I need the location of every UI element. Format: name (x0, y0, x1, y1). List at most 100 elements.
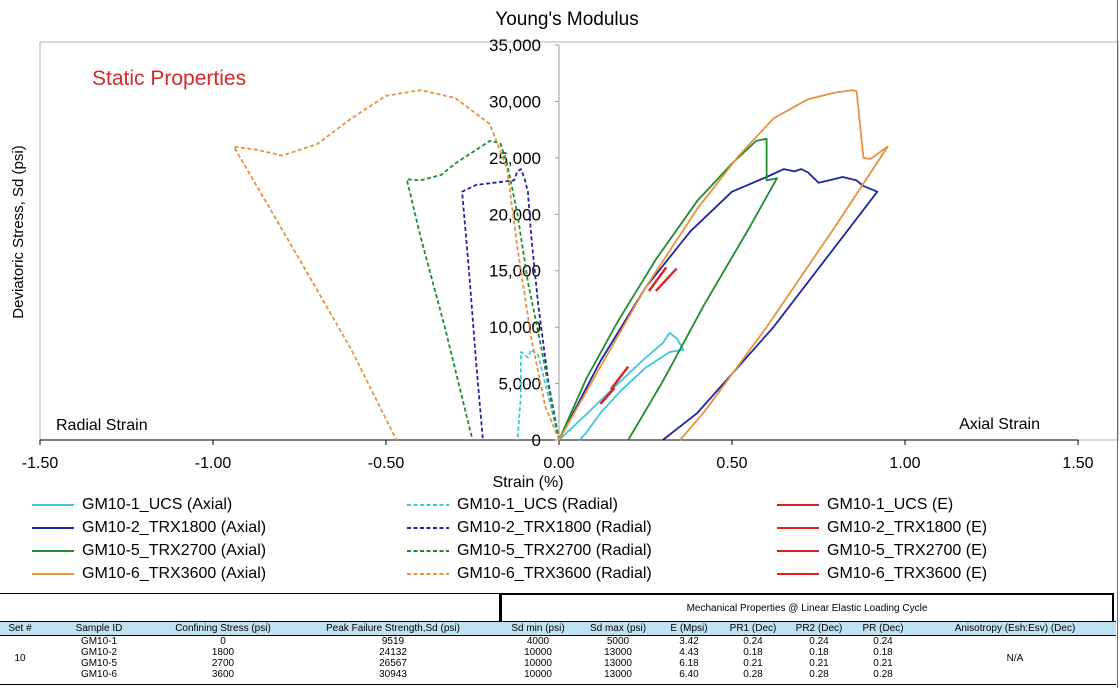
series-layer (232, 89, 889, 441)
series-line-4 (461, 168, 560, 441)
table-cell: 10000 (524, 658, 552, 669)
table-row: GM10-5 2700 26567 10000 13000 6.18 0.21 0.21 0.2… (0, 658, 1116, 669)
x-tick-label: 1.00 (889, 455, 920, 472)
legend-item: GM10-2_TRX1800 (Axial) (30, 517, 266, 539)
series-line-10 (232, 89, 560, 441)
table-cell: 0.18 (809, 647, 829, 658)
y-tick-label: 30,000 (489, 92, 541, 111)
table-cell: 0.21 (809, 658, 829, 669)
column-header: Set # (0, 621, 40, 636)
table-header-row: Set # Sample ID Confining Stress (psi) Peak… (0, 621, 1116, 636)
table-bottom-rule (0, 684, 1116, 685)
legend-label: GM10-5_TRX2700 (Axial) (82, 542, 267, 559)
table-cell: 0.18 (743, 647, 763, 658)
table-cell: 0.24 (873, 636, 893, 647)
column-header: PR1 (Dec) (720, 621, 786, 636)
table-cell: 26567 (379, 658, 407, 669)
column-header: Peak Failure Strength,Sd (psi) (288, 621, 498, 636)
legend-label: GM10-6_TRX3600 (Radial) (457, 565, 652, 582)
legend-swatch (777, 550, 819, 552)
axes: -1.50 -1.00 -0.50 0.00 0.50 1.00 1.50 0 5,000 10,… (22, 36, 1094, 472)
column-header: Sample ID (40, 621, 158, 636)
legend-swatch (777, 504, 819, 506)
legend-item: GM10-5_TRX2700 (E) (775, 540, 987, 562)
column-header: Sd min (psi) (498, 621, 578, 636)
table-body: 10 GM10-1 0 9519 4000 5000 3.42 0.24 0.24 0.24 N/A… (0, 636, 1116, 680)
table-cell: GM10-2 (80, 647, 118, 658)
x-tick-label: -1.00 (195, 455, 232, 472)
table-cell: GM10-6 (80, 669, 118, 680)
table-cell: 0.24 (809, 636, 829, 647)
series-line-11 (648, 266, 668, 292)
table-cell: 13000 (604, 658, 632, 669)
legend-item: GM10-5_TRX2700 (Radial) (405, 540, 652, 562)
legend-swatch (407, 527, 449, 529)
column-header: E (Mpsi) (658, 621, 720, 636)
series-line-2 (599, 387, 616, 405)
legend-label: GM10-1_UCS (Radial) (457, 496, 618, 513)
anisotropy-cell: N/A (1006, 652, 1024, 664)
table-cell: 0.28 (743, 669, 763, 680)
table-cell: 1800 (211, 647, 235, 658)
column-header: PR2 (Dec) (786, 621, 852, 636)
legend-swatch (32, 504, 74, 506)
table-cell: 0 (220, 636, 226, 647)
x-tick-label: -0.50 (368, 455, 405, 472)
column-header: Sd max (psi) (578, 621, 658, 636)
y-tick-label: 0 (532, 431, 541, 450)
table-cell: 13000 (604, 647, 632, 658)
legend-label: GM10-6_TRX3600 (E) (827, 565, 988, 582)
y-tick-label: 20,000 (489, 205, 541, 224)
legend-label: GM10-5_TRX2700 (E) (827, 542, 988, 559)
table-row: GM10-6 3600 30943 10000 13000 6.40 0.28 0.28 0.2… (0, 669, 1116, 680)
legend-item: GM10-1_UCS (Axial) (30, 494, 232, 516)
y-tick-label: 5,000 (498, 375, 541, 394)
table-cell: 13000 (604, 669, 632, 680)
x-tick-label: 1.50 (1062, 455, 1093, 472)
series-line-0 (558, 331, 685, 441)
legend-swatch (407, 573, 449, 575)
column-header: Anisotropy (Esh:Esv) (Dec) (914, 621, 1116, 636)
properties-table-grid: Set # Sample ID Confining Stress (psi) Peak… (0, 621, 1116, 680)
x-tick-label: 0.00 (543, 455, 574, 472)
legend-label: GM10-2_TRX1800 (Axial) (82, 519, 267, 536)
x-tick-label: -1.50 (22, 455, 59, 472)
legend-item: GM10-1_UCS (E) (775, 494, 953, 516)
legend-label: GM10-1_UCS (E) (827, 496, 954, 513)
table-group-header: Mechanical Properties @ Linear Elastic L… (500, 593, 1114, 621)
legend-swatch (407, 550, 449, 552)
y-tick-label: 10,000 (489, 318, 541, 337)
legend-label: GM10-5_TRX2700 (Radial) (457, 542, 652, 559)
series-line-6 (558, 137, 778, 441)
legend-item: GM10-6_TRX3600 (Axial) (30, 563, 266, 585)
table-cell: 10000 (524, 647, 552, 658)
y-tick-label: 35,000 (489, 36, 541, 55)
legend-item: GM10-5_TRX2700 (Axial) (30, 540, 266, 562)
chart-title: Young's Modulus (495, 9, 638, 30)
column-header: PR (Dec) (852, 621, 914, 636)
table-cell: 30943 (379, 669, 407, 680)
group-header-text: Mechanical Properties @ Linear Elastic L… (686, 602, 928, 614)
column-header: Confining Stress (psi) (158, 621, 288, 636)
table-cell: 3600 (211, 669, 235, 680)
legend-label: GM10-2_TRX1800 (E) (827, 519, 988, 536)
y-tick-label: 25,000 (489, 149, 541, 168)
mechanical-properties-table: Mechanical Properties @ Linear Elastic L… (0, 593, 1116, 685)
table-cell: 3.42 (679, 636, 699, 647)
legend-item: GM10-1_UCS (Radial) (405, 494, 618, 516)
table-cell: 0.21 (743, 658, 763, 669)
plot-area (39, 41, 1119, 441)
table-row: GM10-2 1800 24132 10000 13000 4.43 0.18 0.18 0.1… (0, 647, 1116, 658)
legend-swatch (407, 504, 449, 506)
axial-strain-label: Axial Strain (959, 416, 1040, 433)
y-axis-label: Deviatoric Stress, Sd (psi) (10, 145, 27, 318)
legend-swatch (32, 573, 74, 575)
legend-swatch (777, 527, 819, 529)
table-cell: 5000 (606, 636, 630, 647)
legend-item: GM10-6_TRX3600 (E) (775, 563, 987, 585)
static-properties-label: Static Properties (92, 67, 246, 90)
table-cell: 2700 (211, 658, 235, 669)
table-cell: 10000 (524, 669, 552, 680)
series-line-1 (516, 348, 560, 441)
legend-item: GM10-2_TRX1800 (E) (775, 517, 987, 539)
